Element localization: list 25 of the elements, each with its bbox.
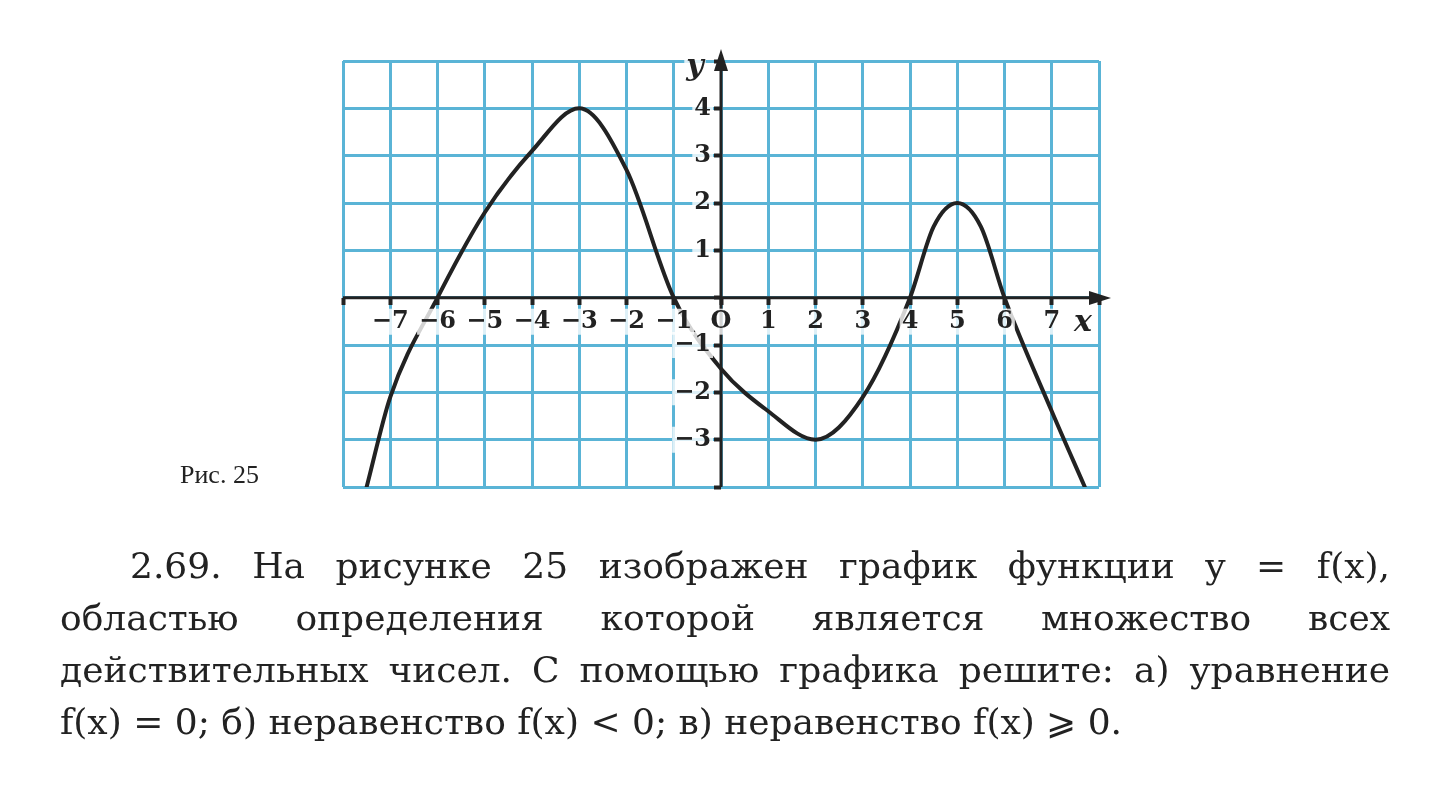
y-tick-label: 1	[694, 233, 711, 263]
x-tick-label: 2	[807, 304, 824, 334]
x-tick-label: 5	[948, 304, 966, 334]
y-axis-title: y	[685, 46, 707, 82]
x-tick-label: 1	[759, 304, 777, 334]
text: 2.69. На рисунке 25 изображен график функции y = f(x), областью определения которой является множество всех действительных чисел. С помощью графика решите: а) уравнение f(x) = 0; б) неравенство f(x) < 0; в) неравенство f(x) ⩾ 0.	[60, 544, 1390, 744]
x-tick-label: 4	[901, 304, 919, 334]
x-tick-label: −6	[419, 304, 456, 334]
x-tick-label: −4	[513, 304, 551, 334]
x-tick-label: 7	[1043, 304, 1061, 334]
y-tick-label: 4	[694, 91, 711, 121]
text: Рис. 25	[180, 460, 259, 490]
x-axis-title: x	[1073, 303, 1094, 339]
x-tick-label: 6	[996, 304, 1013, 334]
y-tick-label: 3	[694, 138, 711, 168]
x-tick-label: −3	[560, 304, 598, 334]
x-tick-label: −2	[608, 304, 645, 334]
x-tick-label: O	[710, 304, 732, 334]
y-tick-label: −2	[674, 375, 711, 405]
x-tick-label: 3	[854, 304, 872, 334]
y-tick-label: 2	[694, 186, 711, 216]
y-tick-label: −1	[674, 328, 711, 358]
y-tick-label: −3	[674, 422, 711, 452]
x-tick-label: −5	[466, 304, 504, 334]
x-tick-label: −7	[371, 304, 409, 334]
